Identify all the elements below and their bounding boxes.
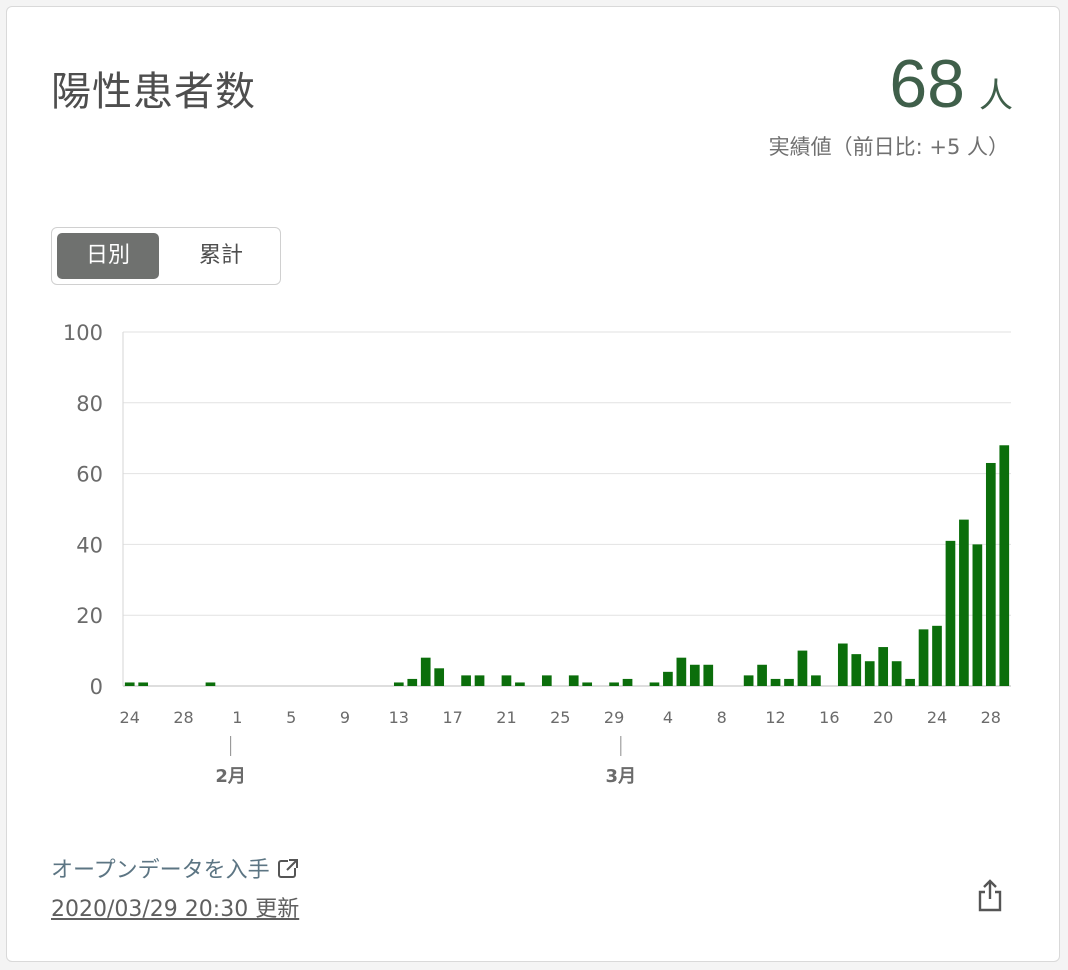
bar[interactable] [891, 661, 902, 686]
x-tick-label: 16 [819, 708, 839, 727]
bar[interactable] [676, 657, 687, 686]
headline-subtitle: 実績値（前日比: +5 人） [768, 135, 1009, 159]
share-icon[interactable] [975, 879, 1005, 913]
x-tick-label: 5 [286, 708, 296, 727]
y-tick-label: 20 [76, 604, 103, 628]
bar[interactable] [770, 678, 781, 686]
x-tick-label: 17 [442, 708, 462, 727]
bar[interactable] [905, 678, 915, 686]
bar[interactable] [393, 682, 404, 686]
headline-value: 68 人 [889, 45, 1013, 123]
bar[interactable] [434, 668, 445, 686]
bar[interactable] [568, 675, 579, 686]
bar-chart: 0 20 40 60 80 100 24 28 1 5 9 13 17 21 25 29 4 8 12 16 20 24 2… [63, 321, 1011, 787]
bar[interactable] [851, 654, 862, 686]
x-tick-label: 20 [873, 708, 893, 727]
open-data-link[interactable]: オープンデータを入手 [51, 852, 300, 884]
bar[interactable] [878, 647, 889, 686]
headline-number: 68 [889, 46, 965, 122]
bar[interactable] [797, 650, 808, 686]
bar[interactable] [999, 445, 1010, 686]
x-tick-label: 9 [340, 708, 350, 727]
x-tick-label: 24 [927, 708, 947, 727]
bar[interactable] [124, 682, 135, 686]
bar[interactable] [864, 661, 875, 686]
bar[interactable] [932, 625, 942, 686]
month-label: 2月 [215, 766, 246, 787]
y-tick-label: 80 [76, 392, 103, 416]
toggle-cumulative[interactable]: 累計 [198, 243, 243, 268]
x-tick-label: 1 [232, 708, 242, 727]
bar[interactable] [689, 664, 700, 686]
x-tick-label: 25 [550, 708, 570, 727]
toggle-daily[interactable]: 日別 [57, 233, 159, 279]
bar[interactable] [649, 682, 660, 686]
bar[interactable] [784, 678, 794, 686]
bar[interactable] [837, 643, 848, 686]
positive-cases-card: 陽性患者数 68 人 実績値（前日比: +5 人） 日別 累計 0 20 40 60 80… [6, 6, 1060, 962]
bar[interactable] [743, 675, 754, 686]
bar[interactable] [501, 675, 512, 686]
x-tick-label: 29 [604, 708, 624, 727]
bar[interactable] [407, 678, 418, 686]
last-updated[interactable]: 2020/03/29 20:30 更新 [51, 897, 300, 922]
external-link-icon [277, 858, 300, 878]
y-tick-label: 0 [90, 675, 103, 699]
bar[interactable] [515, 682, 525, 686]
bar[interactable] [918, 629, 929, 686]
x-tick-label: 28 [981, 708, 1001, 727]
view-toggle: 日別 累計 [51, 227, 281, 285]
bar[interactable] [622, 678, 633, 686]
bar[interactable] [703, 664, 714, 686]
x-tick-label: 28 [173, 708, 193, 727]
y-tick-label: 100 [63, 321, 103, 345]
bar[interactable] [461, 675, 471, 686]
bar[interactable] [663, 671, 673, 686]
month-label: 3月 [606, 766, 637, 787]
bar[interactable] [205, 682, 216, 686]
bar[interactable] [474, 675, 485, 686]
bar[interactable] [420, 657, 431, 686]
x-tick-label: 4 [663, 708, 673, 727]
bar[interactable] [811, 675, 821, 686]
bar[interactable] [985, 462, 996, 686]
x-tick-label: 21 [496, 708, 516, 727]
open-data-link-label: オープンデータを入手 [51, 858, 270, 883]
y-tick-label: 60 [76, 463, 103, 487]
bar[interactable] [582, 682, 593, 686]
bar[interactable] [138, 682, 149, 686]
y-tick-label: 40 [76, 533, 103, 557]
bar[interactable] [972, 544, 983, 686]
bar[interactable] [945, 540, 956, 686]
x-tick-label: 13 [389, 708, 409, 727]
bar[interactable] [609, 682, 619, 686]
x-tick-label: 8 [717, 708, 727, 727]
x-tick-label: 12 [765, 708, 785, 727]
card-title: 陽性患者数 [51, 69, 256, 115]
bar[interactable] [757, 664, 767, 686]
bar[interactable] [959, 519, 969, 686]
x-tick-label: 24 [120, 708, 140, 727]
headline-unit: 人 [979, 76, 1013, 116]
bar[interactable] [541, 675, 552, 686]
